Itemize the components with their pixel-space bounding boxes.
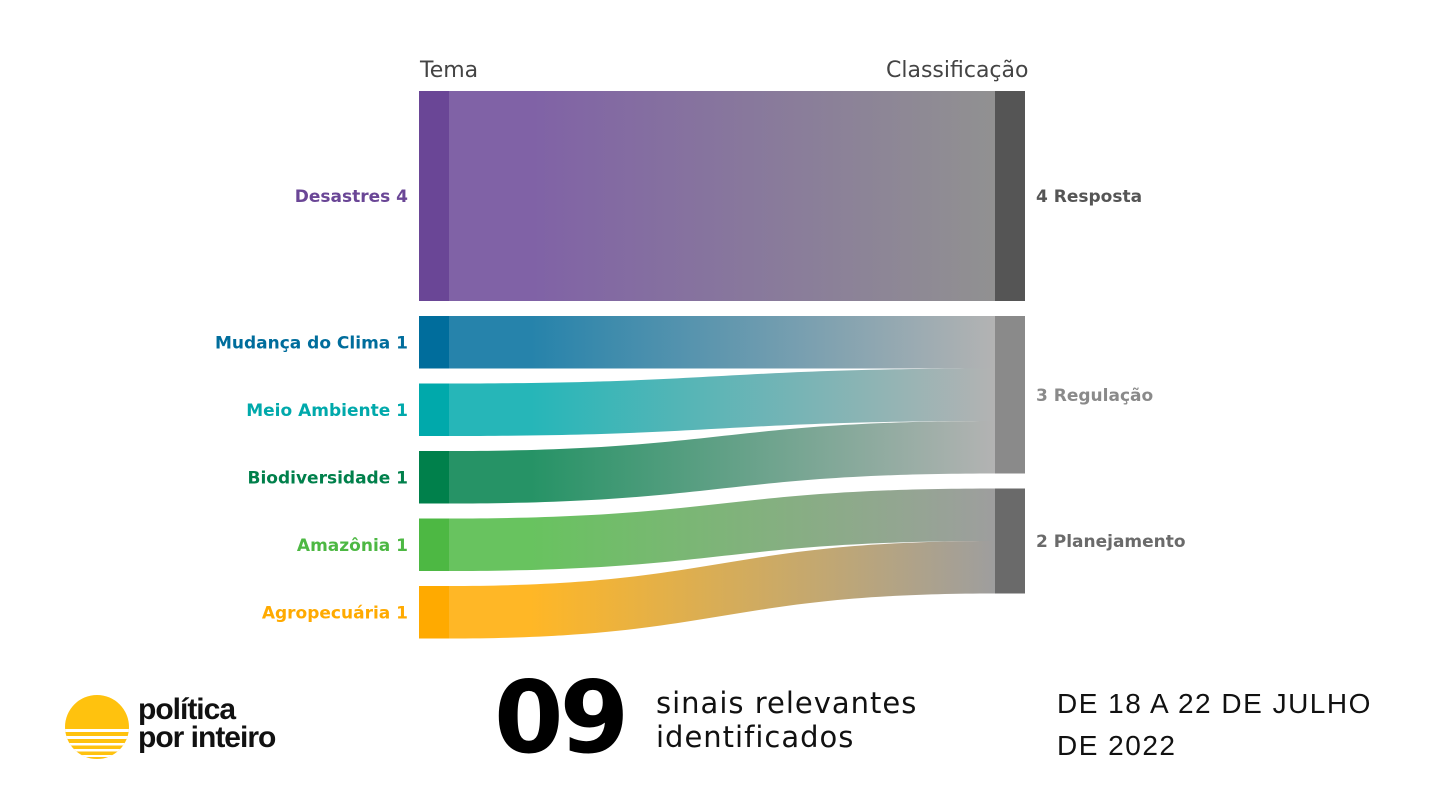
source-label: Amazônia 1 (297, 536, 408, 556)
right-column-header: Classificação (886, 58, 1029, 83)
date-line-2: DE 2022 (1057, 730, 1177, 761)
sun-logo-icon (65, 695, 129, 759)
left-column-header: Tema (420, 58, 479, 83)
source-node (419, 383, 449, 436)
source-label: Meio Ambiente 1 (246, 401, 408, 421)
source-node (419, 91, 449, 301)
target-node (995, 316, 1025, 474)
source-node (419, 316, 449, 369)
target-node (995, 91, 1025, 301)
date-range: DE 18 A 22 DE JULHO DE 2022 (1057, 683, 1372, 767)
source-node (419, 586, 449, 639)
source-label: Desastres 4 (295, 187, 408, 207)
source-node (419, 451, 449, 504)
source-label: Biodiversidade 1 (248, 468, 409, 488)
signal-caption-line-1: sinais relevantes (656, 686, 918, 720)
link-desastres-to-resposta (449, 91, 995, 301)
link-biodiversidade-to-regula-o (449, 421, 995, 504)
signal-count: 09 (494, 659, 629, 776)
link-meio-ambiente-to-regula-o (449, 368, 995, 436)
logo-wordmark: política por inteiro (138, 693, 276, 754)
link-mudan-a-do-clima-to-regula-o (449, 316, 995, 369)
source-label: Mudança do Clima 1 (215, 333, 408, 353)
target-node (995, 488, 1025, 594)
source-label: Agropecuária 1 (262, 603, 408, 623)
signal-caption-line-2: identificados (656, 720, 855, 754)
target-label: 3 Regulação (1036, 386, 1153, 406)
date-line-1: DE 18 A 22 DE JULHO (1057, 688, 1372, 719)
logo-line-2: por inteiro (138, 721, 276, 754)
link-amaz-nia-to-planejamento (449, 488, 995, 571)
link-agropecu-ria-to-planejamento (449, 541, 995, 639)
signal-caption: sinais relevantes identificados (656, 686, 917, 754)
target-label: 2 Planejamento (1036, 532, 1186, 552)
source-node (419, 518, 449, 571)
target-label: 4 Resposta (1036, 187, 1142, 207)
logo-line-1: política (138, 693, 236, 726)
